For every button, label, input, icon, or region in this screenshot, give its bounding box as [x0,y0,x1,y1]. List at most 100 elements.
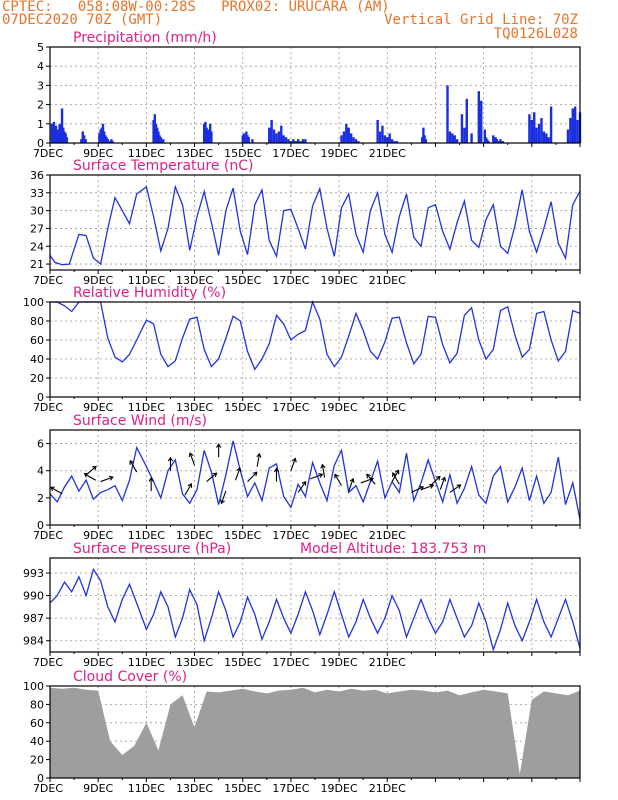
wind-arrow-head [252,471,258,477]
rh-ytick-label: 40 [30,353,44,366]
wind-arrow-shaft [392,472,400,485]
wind-arrow [129,459,138,473]
precip-bar [103,131,106,143]
precip-bar [477,91,481,143]
rh-title: Relative Humidity (%) [73,285,226,301]
header-station: CPTEC: 058:08W-00:28S PROX02: URUCARA (A… [2,0,390,15]
header-date: 07DEC2020 70Z (GMT) [2,12,163,28]
wind-arrow [273,467,280,482]
wind-xtick-label: 9DEC [83,529,113,542]
wind-arrow-head [349,477,355,483]
wind-arrow [234,467,242,481]
precip-bar [498,141,501,143]
wind-arrow-shaft [206,472,217,482]
wind-arrow-head [318,473,324,478]
precip-bar [446,85,449,143]
pres-ytick-label: 984 [23,635,44,648]
wind-arrow-shaft [411,486,424,493]
wind-arrow-head [273,467,280,473]
precip-bar [158,135,161,143]
precip-bar [289,141,293,143]
precip-bar [342,131,346,143]
precip-bar [247,137,250,143]
precip-bar [533,112,536,143]
wind-arrow-shaft [297,481,307,493]
precip-bar [159,137,163,143]
wind-arrow-shaft [220,490,227,504]
precip-bar [378,131,382,143]
pres-annotation: Model Altitude: 183.753 m [300,541,486,557]
wind-arrow-head [435,475,441,481]
temp-title: Surface Temperature (nC) [73,158,254,174]
wind-arrow-head [394,469,400,475]
wind-xtick-label: 19DEC [321,529,358,542]
precip-xtick-label: 17DEC [272,147,309,160]
precip-bar [492,135,495,143]
precip-bar [304,139,307,143]
precip-bar [56,131,60,143]
precip-xtick-label: 11DEC [128,147,165,160]
precip-bar [62,127,65,143]
cloud-ytick-label: 40 [30,735,44,748]
precip-bar [84,139,87,143]
precip-bar [463,127,466,143]
wind-arrow-head [49,486,55,492]
wind-arrow-head [129,459,135,465]
rh-ytick-label: 60 [30,334,44,347]
precip-bar [388,133,391,143]
panel-pres: Surface Pressure (hPa) Model Altitude: 18… [23,541,581,669]
temp-ytick-label: 21 [30,258,44,271]
wind-arrow-shaft [129,460,138,473]
precip-bar [422,127,425,143]
cloud-area [50,687,580,778]
precip-bar [484,137,488,143]
precip-ytick-label: 1 [37,118,44,131]
temp-ytick-label: 36 [30,169,44,182]
precip-bar [162,139,165,143]
precip-bar [60,108,64,143]
precip-bar [241,135,244,143]
precip-frame [49,46,581,144]
cloud-xtick-label: 9DEC [83,782,113,795]
wind-arrow-shaft [309,473,323,480]
precip-ytick-label: 3 [37,79,44,92]
precip-ytick-label: 5 [37,41,44,54]
rh-xtick-label: 11DEC [128,401,165,414]
wind-ytick-label: 0 [37,519,44,532]
wind-arrow-shaft [50,486,63,495]
precip-bar [383,135,387,143]
wind-arrow-head [148,477,154,482]
wind-arrow-shaft [334,474,342,486]
wind-arrow [220,490,227,505]
header-grid-line: Vertical Grid Line: 70Z [384,12,578,28]
precip-bar [294,141,297,143]
wind-arrow [148,477,154,492]
precip-bar [455,139,459,143]
wind-arrow [334,473,342,486]
wind-arrow-head [216,443,222,448]
precip-bar [104,135,107,143]
pres-xtick-label: 19DEC [321,656,358,669]
precip-bar [483,129,487,143]
wind-arrow-head [291,457,297,463]
panel-wind: Surface Wind (m/s) 0 2 4 6 7DEC 9DEC 11DEC 13DEC… [33,413,581,542]
wind-arrow [49,486,63,495]
wind-arrow-head [392,472,397,478]
precip-bar [202,123,206,143]
pres-xtick-label: 7DEC [33,656,63,669]
precip-bar [421,137,424,143]
wind-xtick-label: 21DEC [369,529,406,542]
precip-bar [268,127,271,143]
precip-bar [470,133,473,143]
rh-xtick-label: 15DEC [224,401,261,414]
precip-bar [99,129,102,143]
wind-arrow-shaft [256,453,260,467]
pres-xtick-label: 15DEC [224,656,261,669]
precip-bar [381,125,384,143]
precip-bar [58,123,61,143]
precip-bar [571,108,574,143]
precip-bar [299,141,302,143]
precip-bar [349,133,353,143]
cloud-xtick-label: 17DEC [272,782,309,795]
rh-xtick-label: 17DEC [272,401,309,414]
